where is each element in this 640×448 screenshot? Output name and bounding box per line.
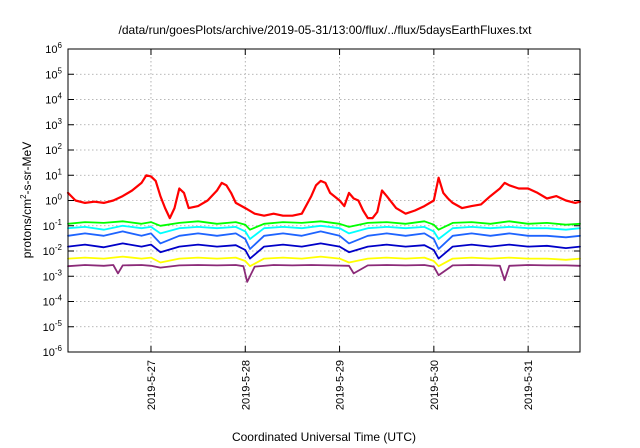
y-tick-base: 10 bbox=[45, 44, 57, 56]
y-tick-label: 10-5 bbox=[43, 319, 63, 334]
y-axis-label-prefix: protons/cm bbox=[20, 199, 34, 258]
x-axis-label: Coordinated Universal Time (UTC) bbox=[232, 430, 416, 444]
y-tick-base: 10 bbox=[45, 95, 57, 107]
y-tick-exponent: 3 bbox=[58, 117, 63, 126]
y-tick-base: 10 bbox=[45, 120, 57, 132]
chart-title: /data/run/goesPlots/archive/2019-05-31/1… bbox=[119, 23, 533, 37]
y-tick-label: 100 bbox=[45, 193, 62, 208]
y-tick-exponent: -4 bbox=[55, 294, 63, 303]
y-tick-exponent: 0 bbox=[58, 193, 63, 202]
y-axis-label: protons/cm2-s-sr-MeV bbox=[19, 142, 34, 258]
y-tick-exponent: 2 bbox=[58, 142, 63, 151]
y-axis-label-suffix: -s-sr-MeV bbox=[20, 142, 34, 195]
series-line-2 bbox=[67, 220, 581, 231]
series-line-1 bbox=[66, 174, 582, 220]
y-axis-label-superscript: 2 bbox=[19, 194, 28, 199]
y-tick-base: 10 bbox=[45, 69, 57, 81]
y-tick-exponent: 6 bbox=[58, 41, 63, 50]
y-tick-exponent: -3 bbox=[55, 268, 63, 277]
y-tick-base: 10 bbox=[43, 297, 55, 309]
y-tick-base: 10 bbox=[43, 347, 55, 359]
x-tick-label: 2019-5-29 bbox=[335, 360, 347, 410]
grid-lines bbox=[68, 49, 580, 352]
y-tick-exponent: -5 bbox=[55, 319, 63, 328]
y-tick-exponent: -2 bbox=[55, 243, 63, 252]
y-tick-label: 10-4 bbox=[43, 294, 63, 309]
series-line-5 bbox=[67, 242, 581, 260]
y-tick-label: 101 bbox=[45, 167, 62, 182]
y-tick-exponent: 1 bbox=[58, 167, 63, 176]
y-tick-label: 10-2 bbox=[43, 243, 63, 258]
y-tick-base: 10 bbox=[45, 196, 57, 208]
y-tick-label: 104 bbox=[45, 92, 62, 107]
x-tick-label: 2019-5-28 bbox=[240, 360, 252, 410]
y-tick-label: 102 bbox=[45, 142, 62, 157]
y-tick-label: 103 bbox=[45, 117, 62, 132]
series-line-6 bbox=[67, 255, 581, 268]
y-tick-exponent: 4 bbox=[58, 92, 63, 101]
y-tick-label: 106 bbox=[45, 41, 62, 56]
y-tick-base: 10 bbox=[43, 271, 55, 283]
y-tick-label: 10-6 bbox=[43, 344, 63, 359]
y-tick-base: 10 bbox=[45, 145, 57, 157]
y-tick-base: 10 bbox=[45, 170, 57, 182]
y-tick-label: 10-3 bbox=[43, 268, 63, 283]
y-tick-base: 10 bbox=[43, 221, 55, 233]
y-tick-base: 10 bbox=[43, 246, 55, 258]
axes: 10610510410310210110010-110-210-310-410-… bbox=[43, 41, 580, 410]
series-line-7 bbox=[67, 264, 581, 283]
y-tick-label: 10-1 bbox=[43, 218, 63, 233]
y-tick-exponent: 5 bbox=[58, 66, 63, 75]
series-lines bbox=[66, 174, 582, 283]
y-tick-exponent: -6 bbox=[55, 344, 63, 353]
series-line-3 bbox=[67, 224, 581, 240]
y-tick-exponent: -1 bbox=[55, 218, 63, 227]
y-tick-base: 10 bbox=[43, 322, 55, 334]
x-tick-label: 2019-5-30 bbox=[429, 360, 441, 410]
x-tick-label: 2019-5-27 bbox=[146, 360, 158, 410]
x-tick-label: 2019-5-31 bbox=[523, 360, 535, 410]
series-line-4 bbox=[67, 230, 581, 250]
y-tick-label: 105 bbox=[45, 66, 62, 81]
